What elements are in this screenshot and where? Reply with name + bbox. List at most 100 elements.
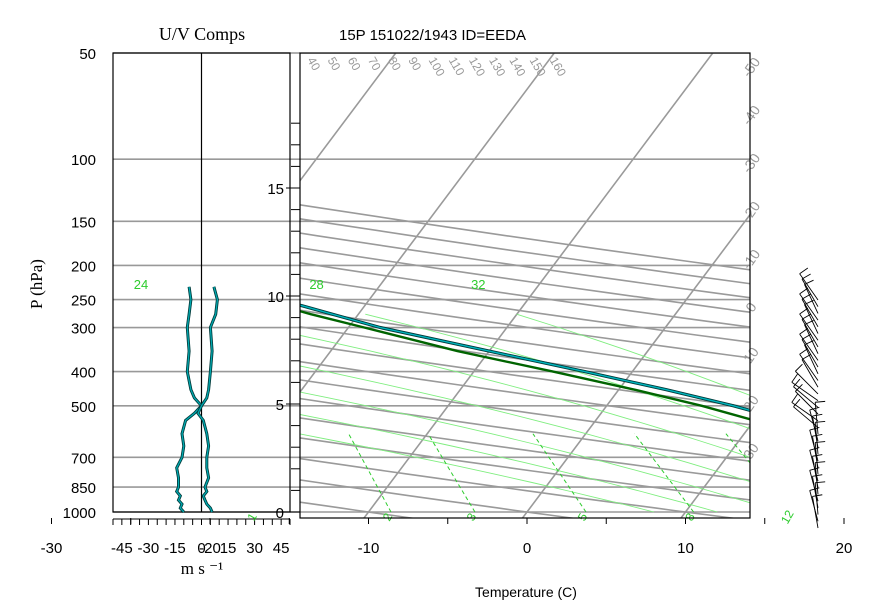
dewpoint-profile-outline	[300, 303, 750, 413]
dry-adiabat-label: 40	[304, 55, 323, 74]
moist-adiabat	[516, 313, 750, 396]
dry-adiabat	[0, 37, 100, 520]
dry-adiabat	[300, 437, 750, 501]
moist-adiabat	[300, 433, 654, 513]
temperature-xlabel: Temperature (C)	[475, 584, 577, 600]
dry-adiabat	[300, 246, 750, 314]
uv-x-tick-label: -30	[138, 540, 160, 557]
pressure-tick-label: 500	[71, 399, 96, 416]
wind-barb-flag	[793, 398, 801, 408]
isotherm-edge-label: -30	[739, 150, 764, 176]
wind-barb-flag	[815, 441, 826, 443]
mixing-ratio-line	[427, 433, 476, 513]
wind-barb-flag	[812, 474, 823, 477]
wind-barb-staff	[812, 496, 819, 529]
mixing-ratio-line	[532, 433, 587, 513]
wind-barb-flag	[799, 328, 809, 335]
wind-barb-flag	[795, 363, 803, 372]
wind-barb-flag	[799, 348, 809, 355]
isotherm-edge-label: -20	[739, 198, 764, 224]
pressure-tick-label: 250	[71, 293, 96, 310]
wind-barb-flag	[812, 494, 823, 497]
wind-barb-flag	[815, 400, 826, 403]
wind-barb-staff	[814, 482, 819, 515]
wind-barb-flag	[795, 383, 803, 392]
wind-barb-staff	[801, 359, 819, 388]
isotherm	[300, 53, 397, 183]
wind-barb-flag	[809, 447, 820, 451]
dry-adiabat	[300, 261, 750, 328]
uv-x-tick-label: 30	[246, 540, 263, 557]
pressure-tick-label: 700	[71, 450, 96, 467]
mixing-ratio-line	[634, 433, 695, 513]
pressure-tick-label: 150	[71, 214, 96, 231]
height-tick-label: 0	[276, 505, 284, 522]
temperature-tick-label: -10	[358, 540, 380, 557]
wind-barb-flag	[801, 293, 811, 300]
wind-barb-flag	[809, 467, 820, 471]
pressure-tick-label: 100	[71, 152, 96, 169]
moist-adiabat	[300, 391, 750, 504]
moist-adiabat	[300, 334, 750, 458]
moist-adiabat-label: 24	[134, 277, 148, 292]
temperature-tick-label: 20	[836, 540, 853, 557]
wind-barb-flag	[809, 406, 820, 411]
height-tick-label: 15	[267, 181, 284, 198]
wind-barb-flag	[812, 454, 823, 457]
dry-adiabat	[300, 360, 750, 426]
wind-barb-staff	[801, 298, 819, 328]
wind-barb-staff	[814, 402, 819, 435]
isotherm-edge-label: 30	[740, 440, 762, 462]
mixing-ratio-label: 12	[778, 507, 797, 526]
dry-adiabat-label: 70	[365, 55, 384, 74]
isotherm	[300, 53, 556, 394]
isotherm-edge-label: 20	[740, 392, 762, 414]
wind-barb-staff	[799, 273, 819, 301]
wind-barb-flag	[815, 461, 826, 464]
wind-barb-flag	[799, 287, 809, 295]
skewt-frame	[299, 52, 751, 519]
dry-adiabat	[300, 379, 750, 444]
height-tick-label: 5	[276, 397, 284, 414]
temperature-tick-label: 10	[677, 540, 694, 557]
mixing-ratio-line	[725, 433, 750, 464]
pressure-tick-label: 400	[71, 365, 96, 382]
dry-adiabat	[300, 397, 750, 462]
wind-barb-flag	[801, 333, 811, 340]
isotherm-edge-label: -40	[739, 102, 764, 128]
wind-barb-flag	[791, 393, 798, 403]
dewpoint-profile	[300, 304, 750, 412]
wind-barb-staff	[814, 442, 819, 475]
temperature-tick-label: -30	[41, 540, 63, 557]
isotherm-edge-label: 10	[740, 344, 762, 366]
pressure-tick-label: 300	[71, 321, 96, 338]
wind-barb-flag	[801, 313, 811, 320]
uv-title: U/V Comps	[159, 24, 245, 44]
wind-barb-flag	[804, 340, 814, 346]
dry-adiabat-label: 150	[527, 55, 549, 80]
dry-adiabat	[300, 232, 750, 299]
temperature-profile	[300, 309, 750, 421]
dry-adiabat	[300, 417, 750, 482]
wind-barb-flag	[812, 413, 823, 417]
dry-adiabat-label: 140	[506, 55, 528, 80]
uv-x-tick-label: 0	[197, 540, 205, 557]
moist-adiabat-label: 28	[309, 277, 323, 292]
isotherm	[521, 213, 750, 518]
wind-barb-staff	[791, 401, 819, 422]
wind-barb-staff	[795, 370, 819, 395]
dry-adiabat-label: 110	[446, 55, 468, 79]
wind-barb-staff	[795, 391, 819, 415]
dry-adiabat-label: 90	[405, 55, 424, 74]
wind-barb-staff	[801, 339, 819, 368]
pressure-tick-label: 50	[79, 46, 96, 63]
dry-adiabat-label: 100	[426, 55, 448, 80]
v-component-line	[197, 286, 219, 513]
pressure-tick-label: 850	[71, 480, 96, 497]
skewt-title: 15P 151022/1943 ID=EEDA	[339, 27, 526, 44]
wind-barb-staff	[814, 462, 819, 495]
wind-barb-staff	[814, 422, 819, 455]
wind-barb-flag	[815, 421, 826, 423]
